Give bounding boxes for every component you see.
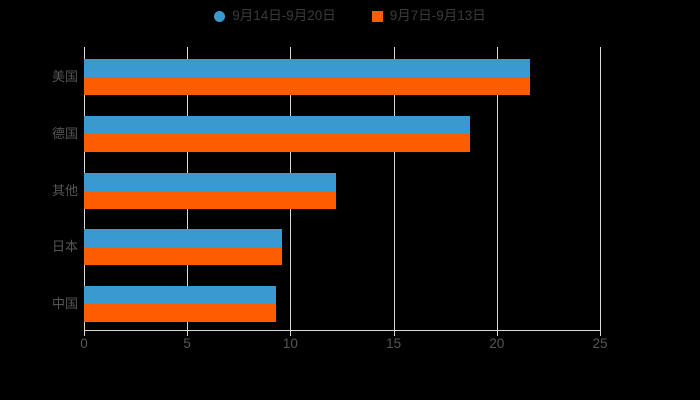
bar[interactable] — [84, 133, 470, 152]
bar-group — [84, 59, 600, 96]
legend-marker-square-icon — [371, 10, 383, 22]
bar-group — [84, 115, 600, 152]
tick-mark-20 — [496, 330, 498, 336]
tick-mark-15 — [393, 330, 395, 336]
bar[interactable] — [84, 303, 276, 322]
y-axis-label: 美国 — [51, 69, 78, 85]
tick-mark-25 — [600, 330, 601, 336]
legend-item-series-0[interactable]: 9月14日-9月20日 — [214, 9, 336, 23]
tick-mark-5 — [187, 330, 189, 336]
gridline-x-25 — [600, 47, 601, 330]
y-axis-label: 日本 — [51, 239, 78, 255]
tick-mark-0 — [84, 330, 85, 336]
legend-item-series-1[interactable]: 9月7日-9月13日 — [371, 8, 486, 24]
bar[interactable] — [84, 172, 336, 191]
bar-group — [84, 285, 600, 322]
x-axis-tick-label: 0 — [80, 336, 88, 351]
x-axis-tick-label: 5 — [183, 336, 191, 351]
x-axis-tick-label: 20 — [489, 336, 505, 351]
tick-mark-10 — [290, 330, 292, 336]
y-axis-label: 中国 — [51, 295, 78, 311]
gridline-x-15 — [393, 47, 395, 330]
x-axis-line — [84, 330, 601, 331]
bar[interactable] — [84, 190, 336, 209]
bar[interactable] — [84, 59, 530, 78]
y-axis-label: 德国 — [51, 125, 78, 141]
legend-label-series-1: 9月7日-9月13日 — [389, 8, 486, 24]
legend-marker-circle-icon — [214, 10, 226, 22]
bar[interactable] — [84, 77, 530, 96]
x-axis-tick-label: 15 — [386, 336, 402, 351]
legend-label-series-0: 9月14日-9月20日 — [232, 8, 336, 24]
bar-group — [84, 172, 600, 209]
bar-group — [84, 229, 600, 266]
gridline-x-20 — [496, 47, 498, 330]
bar[interactable] — [84, 229, 283, 248]
y-axis-label: 其他 — [51, 182, 78, 198]
bar[interactable] — [84, 285, 276, 304]
bar[interactable] — [84, 247, 283, 266]
x-axis-tick-label: 10 — [282, 336, 298, 351]
chart-legend: 9月14日-9月20日 9月7日-9月13日 — [0, 4, 700, 28]
plot-area — [84, 47, 600, 330]
x-axis-tick-label: 25 — [592, 336, 608, 351]
bar[interactable] — [84, 115, 470, 134]
